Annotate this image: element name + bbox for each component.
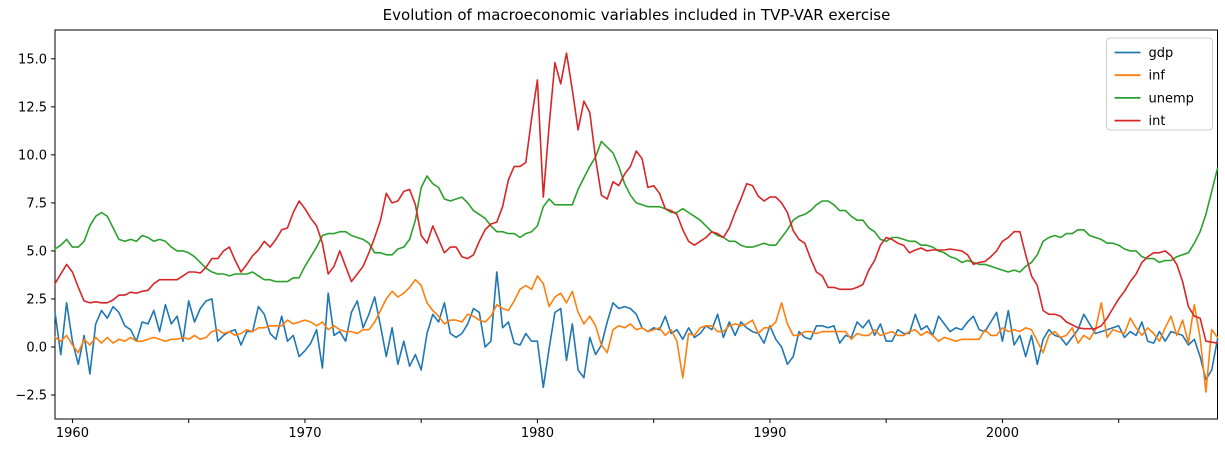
x-tick-label-1980: 1980 <box>521 426 554 441</box>
legend-label-inf: inf <box>1149 69 1166 84</box>
x-tick-label-2000: 2000 <box>986 426 1019 441</box>
series-line-int <box>54 52 1219 344</box>
y-tick-label-−2.5: −2.5 <box>15 388 47 403</box>
legend-box <box>1106 37 1213 131</box>
legend-label-gdp: gdp <box>1149 46 1174 61</box>
x-tick-label-1990: 1990 <box>753 426 786 441</box>
plot-border <box>54 29 1218 420</box>
y-tick-label-7.5: 7.5 <box>26 196 47 211</box>
series-line-gdp <box>54 271 1219 389</box>
y-tick-label-12.5: 12.5 <box>18 100 47 115</box>
y-tick-label-2.5: 2.5 <box>26 292 47 307</box>
y-tick-label-15.0: 15.0 <box>18 52 47 67</box>
y-tick-label-10.0: 10.0 <box>18 148 47 163</box>
legend-label-unemp: unemp <box>1149 91 1194 106</box>
y-tick-label-5.0: 5.0 <box>26 244 47 259</box>
series-line-unemp <box>54 140 1219 283</box>
chart-title: Evolution of macroeconomic variables inc… <box>382 6 891 24</box>
legend-label-int: int <box>1149 114 1166 129</box>
x-tick-label-1970: 1970 <box>288 426 321 441</box>
x-tick-label-1960: 1960 <box>56 426 89 441</box>
series-line-inf <box>54 275 1219 393</box>
y-tick-label-0.0: 0.0 <box>26 340 47 355</box>
